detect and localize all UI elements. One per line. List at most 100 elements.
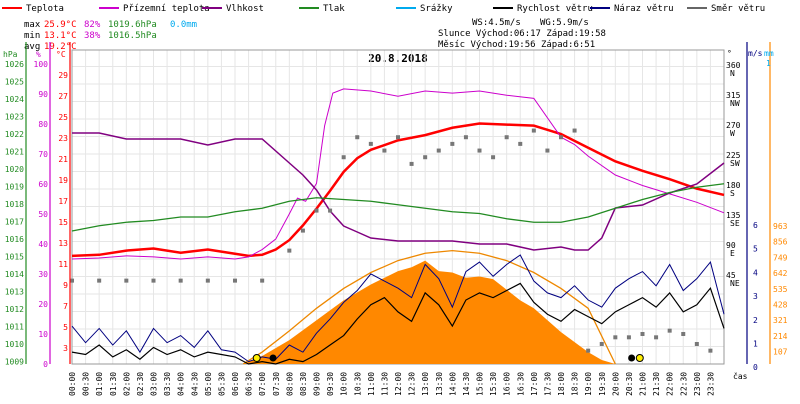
wind-direction-point <box>368 141 373 146</box>
stat-min-humidity: 38% <box>84 31 101 41</box>
x-tick-label: 16:30 <box>516 372 525 396</box>
pressure-tick: 1014 <box>5 270 24 279</box>
wind-direction-tick: SE <box>730 219 740 228</box>
x-tick-label: 02:30 <box>136 372 145 396</box>
humidity-tick: 10 <box>38 330 48 339</box>
wind-direction-point <box>626 335 631 340</box>
humidity-tick: 60 <box>38 180 48 189</box>
pressure-tick: 1011 <box>5 323 24 332</box>
temperature-tick: 23 <box>58 134 68 143</box>
series-line <box>71 254 725 363</box>
wind-direction-point <box>572 128 577 133</box>
stat-avg-temp: 19.2°C <box>44 42 77 52</box>
x-tick-label: 07:30 <box>272 372 281 396</box>
x-tick-label: 17:30 <box>543 372 552 396</box>
wind-direction-tick: 45 <box>726 271 736 280</box>
wind-direction-point <box>654 335 659 340</box>
wind-direction-tick: 225 <box>726 151 741 160</box>
x-tick-label: 03:00 <box>150 372 159 396</box>
pressure-tick: 1017 <box>5 218 24 227</box>
x-tick-label: 00:30 <box>82 372 91 396</box>
solar-tick: 856 <box>773 238 788 247</box>
stat-max-temp: 25.9°C <box>44 20 77 30</box>
x-tick-label: 01:30 <box>109 372 118 396</box>
wind-direction-point <box>205 278 210 283</box>
humidity-tick: 30 <box>38 270 48 279</box>
wind-direction-point <box>355 135 360 140</box>
sunset-icon <box>635 354 644 362</box>
pressure-tick: 1026 <box>5 60 24 69</box>
solar-radiation-area <box>243 260 616 364</box>
x-tick-label: 05:30 <box>217 372 226 396</box>
x-tick-label: 23:30 <box>706 372 715 396</box>
temperature-tick: 7 <box>63 302 68 311</box>
x-tick-label: 14:00 <box>448 372 457 396</box>
temperature-tick: 5 <box>63 323 68 332</box>
wind-direction-point <box>260 278 265 283</box>
x-tick-label: 22:30 <box>679 372 688 396</box>
pressure-tick: 1020 <box>5 165 24 174</box>
solar-tick: 428 <box>773 301 788 310</box>
wind-direction-point <box>124 278 129 283</box>
x-tick-label: 21:00 <box>639 372 648 396</box>
x-tick-label: 09:30 <box>326 372 335 396</box>
pressure-tick: 1022 <box>5 130 24 139</box>
wind-direction-point <box>586 348 591 353</box>
x-tick-label: 20:00 <box>611 372 620 396</box>
wind-direction-point <box>694 341 699 346</box>
x-tick-label: 14:30 <box>462 372 471 396</box>
x-tick-label: 02:00 <box>122 372 131 396</box>
x-tick-label: 19:00 <box>584 372 593 396</box>
wind-direction-point <box>314 208 319 213</box>
humidity-tick: 40 <box>38 240 48 249</box>
pressure-axis-title: hPa <box>3 50 18 59</box>
legend-label: Vlhkost <box>226 4 264 14</box>
x-tick-label: 06:30 <box>245 372 254 396</box>
pressure-tick: 1016 <box>5 235 24 244</box>
x-tick-label: 11:00 <box>367 372 376 396</box>
x-tick-label: 08:30 <box>299 372 308 396</box>
pressure-tick: 1023 <box>5 113 24 122</box>
stat-max-label: max <box>24 20 41 30</box>
legend: Teplota Přízemní teplota Vlhkost Tlak Srážky… <box>2 4 765 14</box>
legend-label: Tlak <box>323 4 345 14</box>
wind-direction-point <box>531 128 536 133</box>
wind-direction-point <box>559 135 563 140</box>
pressure-tick: 1013 <box>5 288 24 297</box>
stat-min-temp: 13.1°C <box>44 31 77 41</box>
wind-direction-point <box>504 135 509 140</box>
x-tick-label: 13:30 <box>435 372 444 396</box>
humidity-tick: 50 <box>38 210 48 219</box>
pressure-tick: 1012 <box>5 305 24 314</box>
temperature-tick: 11 <box>58 260 68 269</box>
wind-direction-point <box>681 331 686 336</box>
x-tick-label: 20:30 <box>625 372 634 396</box>
info-wind-gust: WG:5.9m/s <box>540 18 589 28</box>
wind-direction-point <box>423 155 428 160</box>
x-tick-label: 04:00 <box>177 372 186 396</box>
x-tick-label: 07:00 <box>258 372 267 396</box>
wind-direction-point <box>151 278 156 283</box>
temperature-tick: 17 <box>58 197 68 206</box>
moonrise-icon <box>628 354 636 362</box>
sunrise-icon <box>252 354 261 362</box>
series-line <box>71 122 725 258</box>
series-line <box>71 183 725 232</box>
x-tick-label: 13:00 <box>421 372 430 396</box>
solar-tick: 107 <box>773 348 788 357</box>
wind-direction-tick: 360 <box>726 61 741 70</box>
solar-tick: 535 <box>773 285 788 294</box>
x-tick-label: 18:00 <box>557 372 566 396</box>
wind-direction-point <box>436 148 441 153</box>
temperature-tick: 9 <box>63 281 68 290</box>
legend-label: Srážky <box>420 4 453 14</box>
x-tick-label: 18:30 <box>571 372 580 396</box>
legend-label: Náraz větru <box>614 4 674 14</box>
pressure-tick: 1021 <box>5 148 24 157</box>
wind-direction-point <box>178 278 183 283</box>
x-tick-label: 12:00 <box>394 372 403 396</box>
pressure-tick: 1019 <box>5 183 24 192</box>
solar-tick: 749 <box>773 253 788 262</box>
legend-label: Směr větru <box>711 4 765 14</box>
wind-direction-tick: W <box>730 129 735 138</box>
